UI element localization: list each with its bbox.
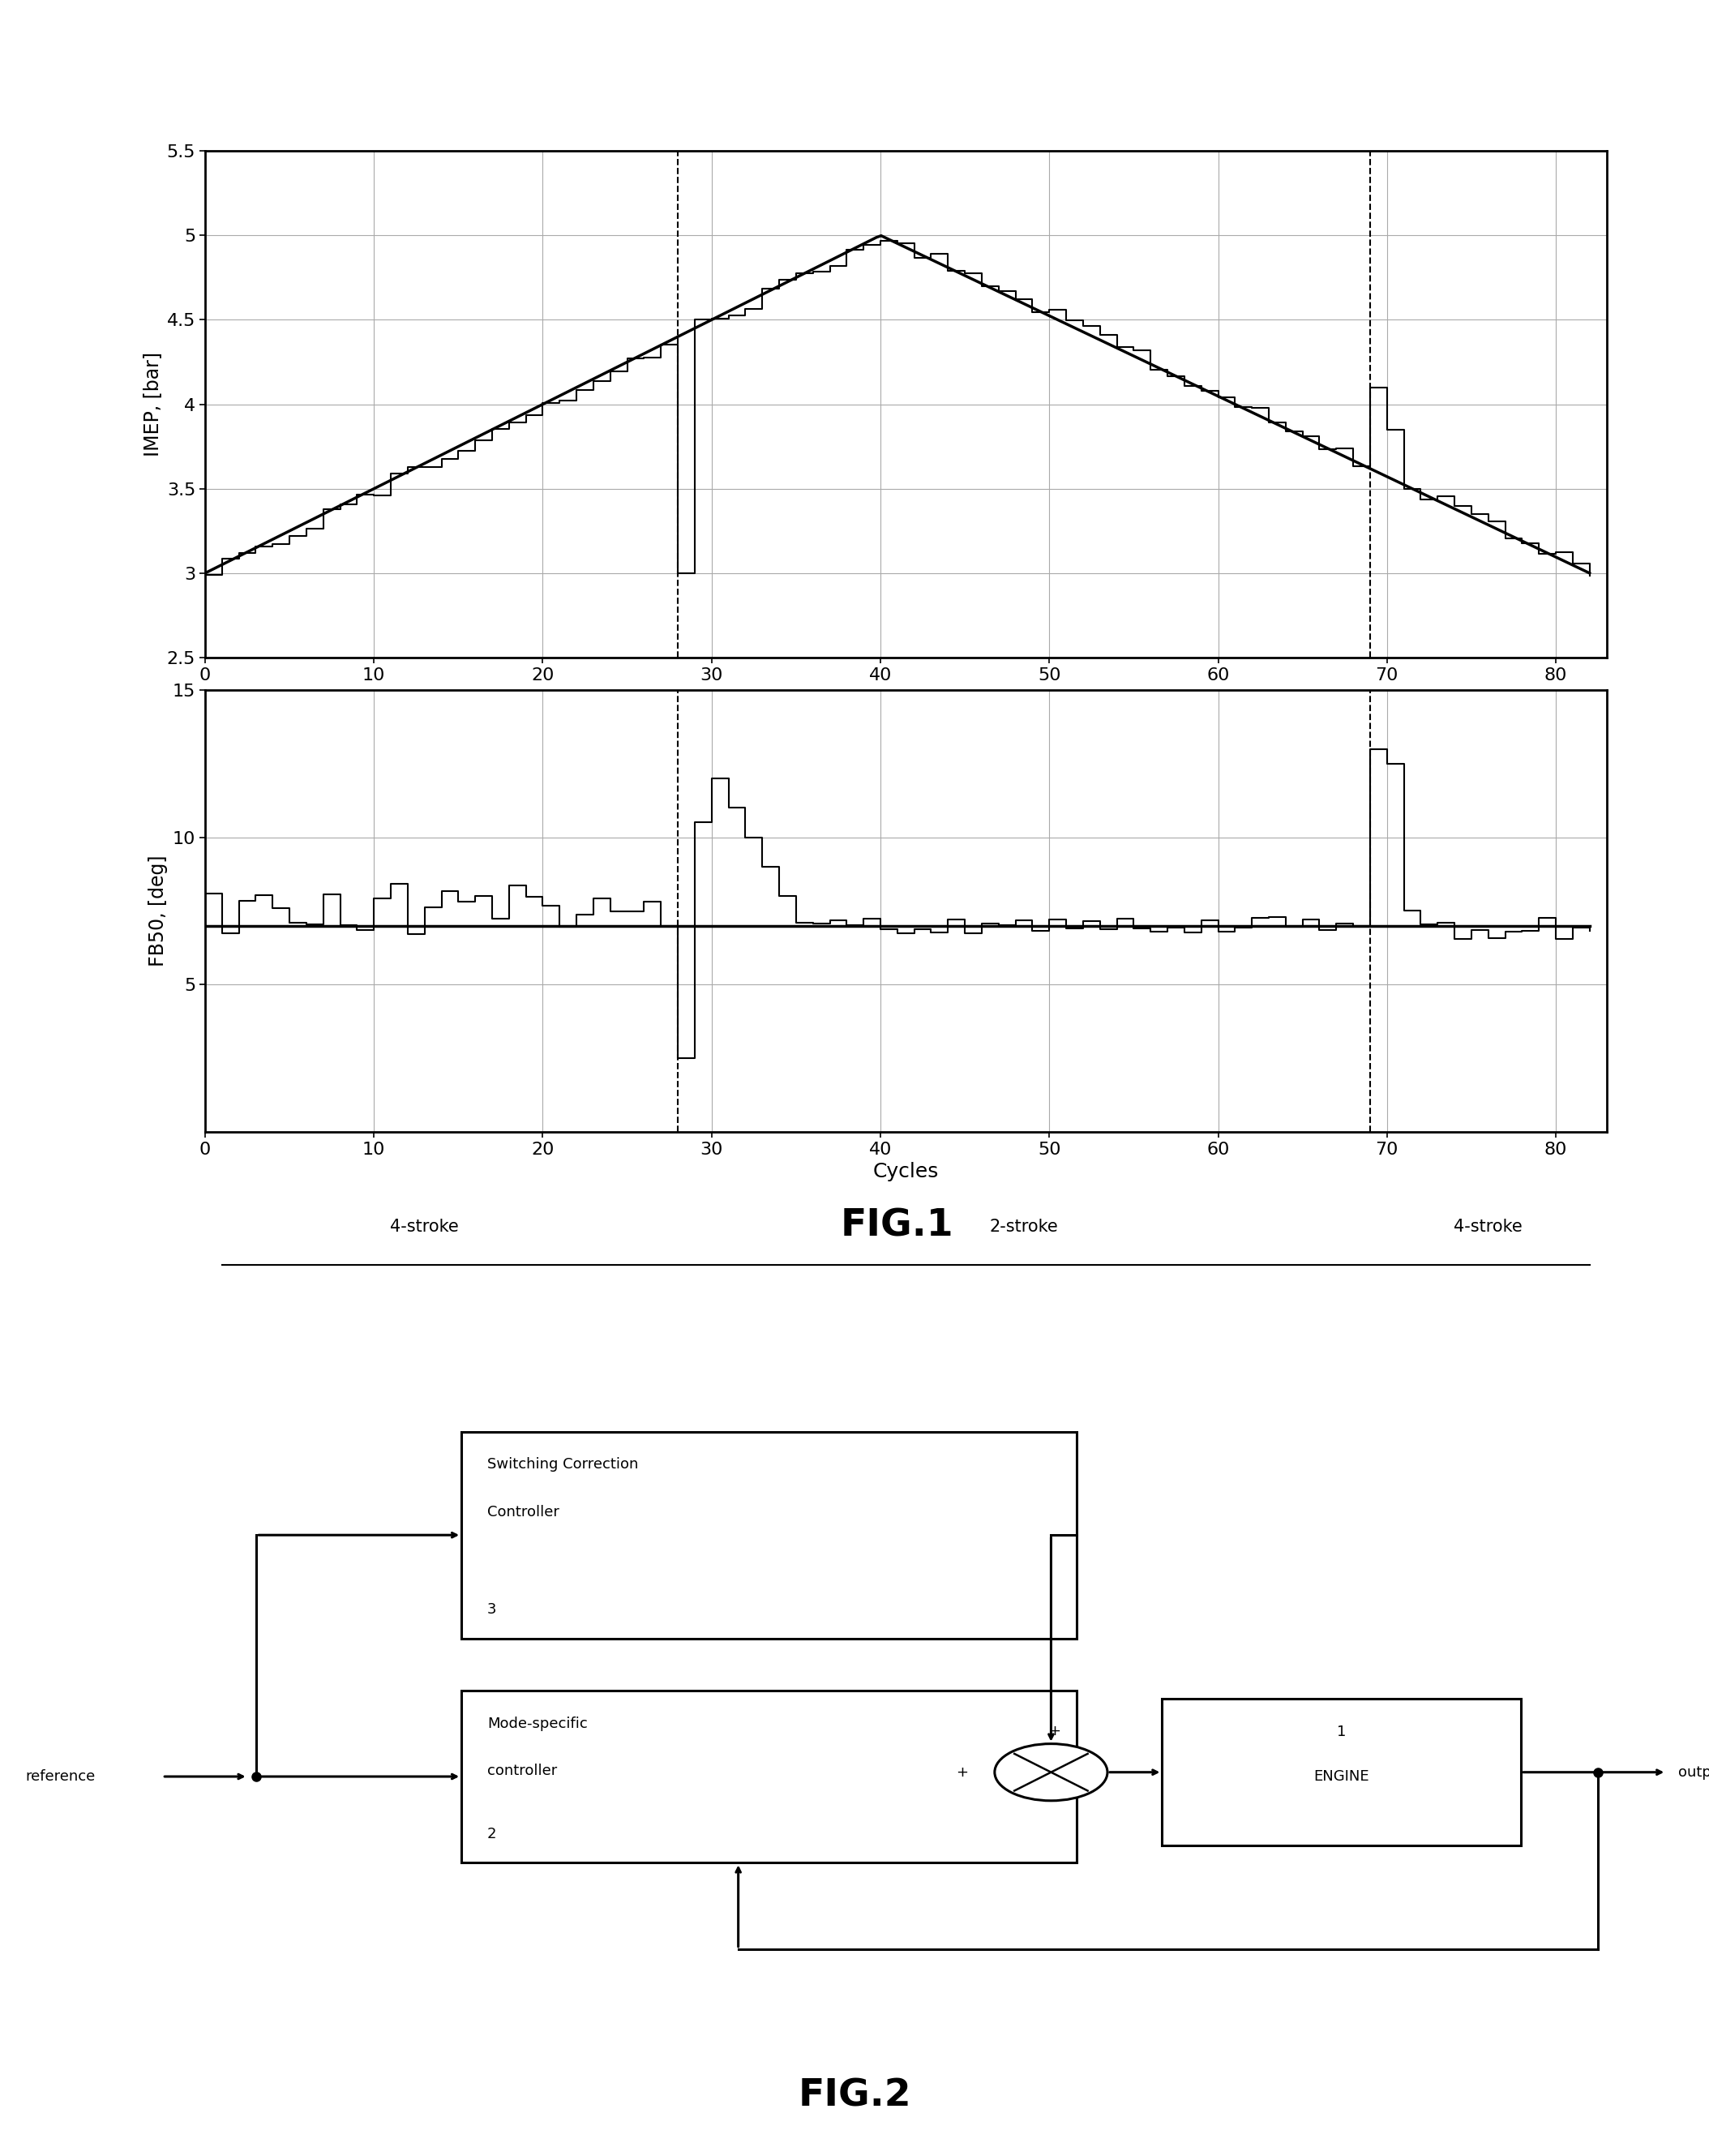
Text: Controller: Controller	[487, 1505, 559, 1520]
Text: 2: 2	[487, 1826, 496, 1841]
Text: 4-stroke: 4-stroke	[1454, 1218, 1523, 1235]
Text: Mode-specific: Mode-specific	[487, 1716, 588, 1731]
Text: output: output	[1678, 1766, 1709, 1779]
X-axis label: Cycles: Cycles	[873, 1162, 938, 1181]
Text: 2-stroke: 2-stroke	[990, 1218, 1058, 1235]
Text: 1: 1	[1336, 1725, 1347, 1740]
Text: FIG.1: FIG.1	[841, 1207, 954, 1244]
Text: ENGINE: ENGINE	[1314, 1770, 1369, 1783]
Bar	[1162, 1699, 1521, 1846]
Text: 3: 3	[487, 1602, 496, 1617]
Bar	[461, 1432, 1077, 1639]
Y-axis label: FB50, [deg]: FB50, [deg]	[149, 856, 167, 966]
Bar	[461, 1690, 1077, 1863]
Text: 4-stroke: 4-stroke	[390, 1218, 460, 1235]
Text: FIG.2: FIG.2	[798, 2078, 911, 2113]
Y-axis label: IMEP, [bar]: IMEP, [bar]	[144, 351, 162, 457]
Circle shape	[995, 1744, 1107, 1800]
Text: +: +	[955, 1766, 969, 1779]
Text: +: +	[1048, 1723, 1061, 1738]
Text: Switching Correction: Switching Correction	[487, 1457, 637, 1473]
Text: controller: controller	[487, 1764, 557, 1779]
Text: reference: reference	[26, 1770, 96, 1783]
